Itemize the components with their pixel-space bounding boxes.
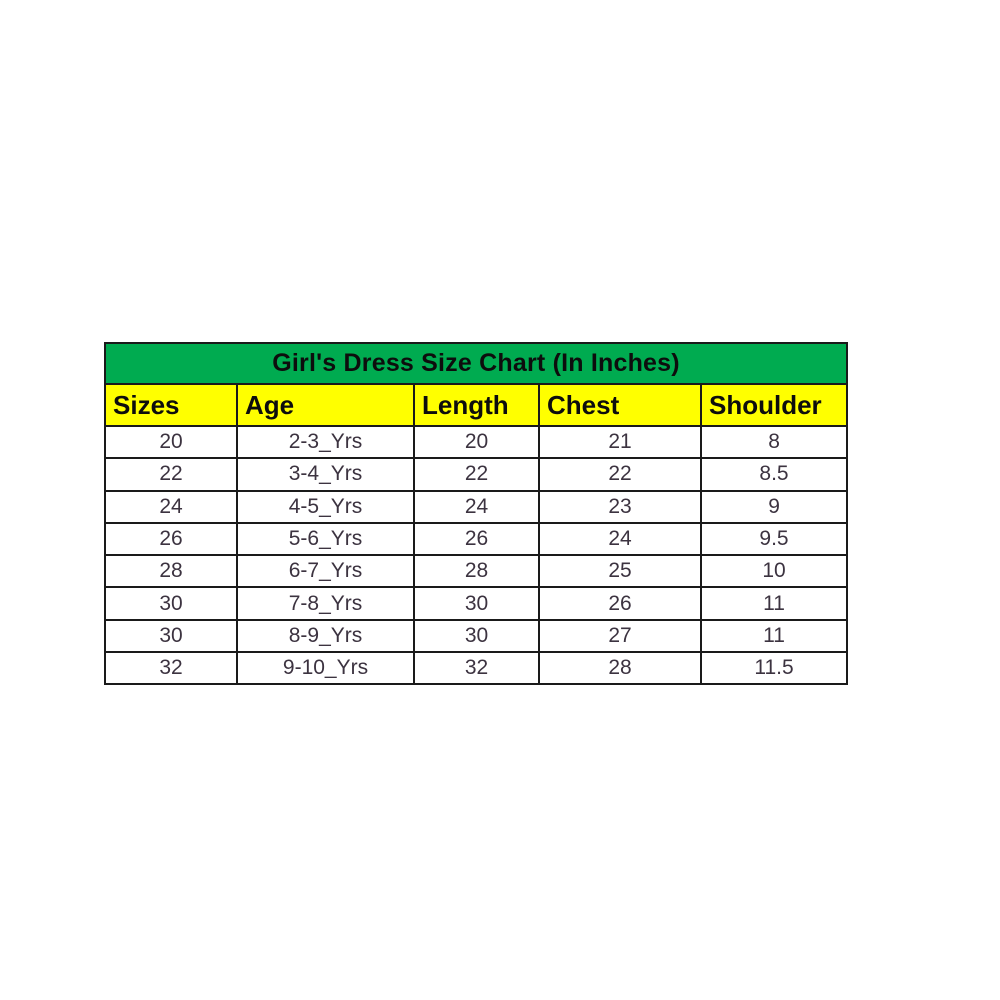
table-cell: 6-7_Yrs (236, 554, 415, 589)
table-cell: 26 (413, 521, 540, 557)
table-cell: 7-8_Yrs (236, 586, 415, 621)
table-cell: 22 (413, 457, 540, 492)
table-row: 26 5-6_Yrs 26 24 9.5 (104, 521, 849, 557)
table-cell: 26 (538, 586, 702, 621)
table-cell: 8.5 (699, 457, 849, 492)
table-row: 24 4-5_Yrs 24 23 9 (104, 489, 849, 524)
table-cell: 30 (104, 586, 238, 621)
table-cell: 28 (104, 554, 238, 589)
table-cell: 8 (699, 424, 849, 460)
table-cell: 24 (413, 489, 540, 524)
table-cell: 20 (413, 424, 540, 460)
column-header-chest: Chest (538, 383, 702, 427)
table-cell: 22 (538, 457, 702, 492)
table-row: 20 2-3_Yrs 20 21 8 (104, 424, 849, 460)
table-row: 30 7-8_Yrs 30 26 11 (104, 586, 849, 621)
table-row: 30 8-9_Yrs 30 27 11 (104, 618, 849, 654)
table-cell: 28 (413, 554, 540, 589)
table-cell: 3-4_Yrs (236, 457, 415, 492)
table-cell: 21 (538, 424, 702, 460)
table-row: 28 6-7_Yrs 28 25 10 (104, 554, 849, 589)
table-cell: 5-6_Yrs (236, 521, 415, 557)
table-cell: 30 (104, 618, 238, 654)
column-header-shoulder: Shoulder (699, 383, 849, 427)
table-cell: 4-5_Yrs (236, 489, 415, 524)
table-cell: 32 (413, 651, 540, 686)
table-body: 20 2-3_Yrs 20 21 8 22 3-4_Yrs 22 22 8.5 24 4-5_Yrs 2… (104, 424, 849, 686)
table-cell: 28 (538, 651, 702, 686)
table-head: Girl's Dress Size Chart (In Inches) Size… (103, 342, 849, 427)
table-cell: 30 (413, 586, 540, 621)
table-row: 32 9-10_Yrs 32 28 11.5 (104, 651, 849, 686)
table-cell: 8-9_Yrs (236, 618, 415, 654)
table-cell: 26 (104, 521, 238, 557)
size-chart-table: Girl's Dress Size Chart (In Inches) Size… (103, 342, 849, 686)
title-row: Girl's Dress Size Chart (In Inches) (103, 342, 849, 385)
table-cell: 9-10_Yrs (236, 651, 415, 686)
table-cell: 20 (104, 424, 238, 460)
table-cell: 30 (413, 618, 540, 654)
table-cell: 25 (538, 554, 702, 589)
table-cell: 2-3_Yrs (236, 424, 415, 460)
table-row: 22 3-4_Yrs 22 22 8.5 (104, 457, 849, 492)
column-header-sizes: Sizes (104, 383, 238, 427)
table-cell: 27 (538, 618, 702, 654)
table-cell: 9.5 (699, 521, 849, 557)
column-header-length: Length (413, 383, 540, 427)
table-title: Girl's Dress Size Chart (In Inches) (103, 342, 849, 385)
table-cell: 11 (699, 618, 849, 654)
table-cell: 11 (699, 586, 849, 621)
table-cell: 11.5 (699, 651, 849, 686)
column-header-age: Age (236, 383, 415, 427)
table-cell: 10 (699, 554, 849, 589)
table-cell: 9 (699, 489, 849, 524)
table-cell: 24 (538, 521, 702, 557)
table-cell: 32 (104, 651, 238, 686)
column-header-row: Sizes Age Length Chest Shoulder (104, 383, 849, 427)
table-cell: 22 (104, 457, 238, 492)
table-cell: 24 (104, 489, 238, 524)
table-cell: 23 (538, 489, 702, 524)
